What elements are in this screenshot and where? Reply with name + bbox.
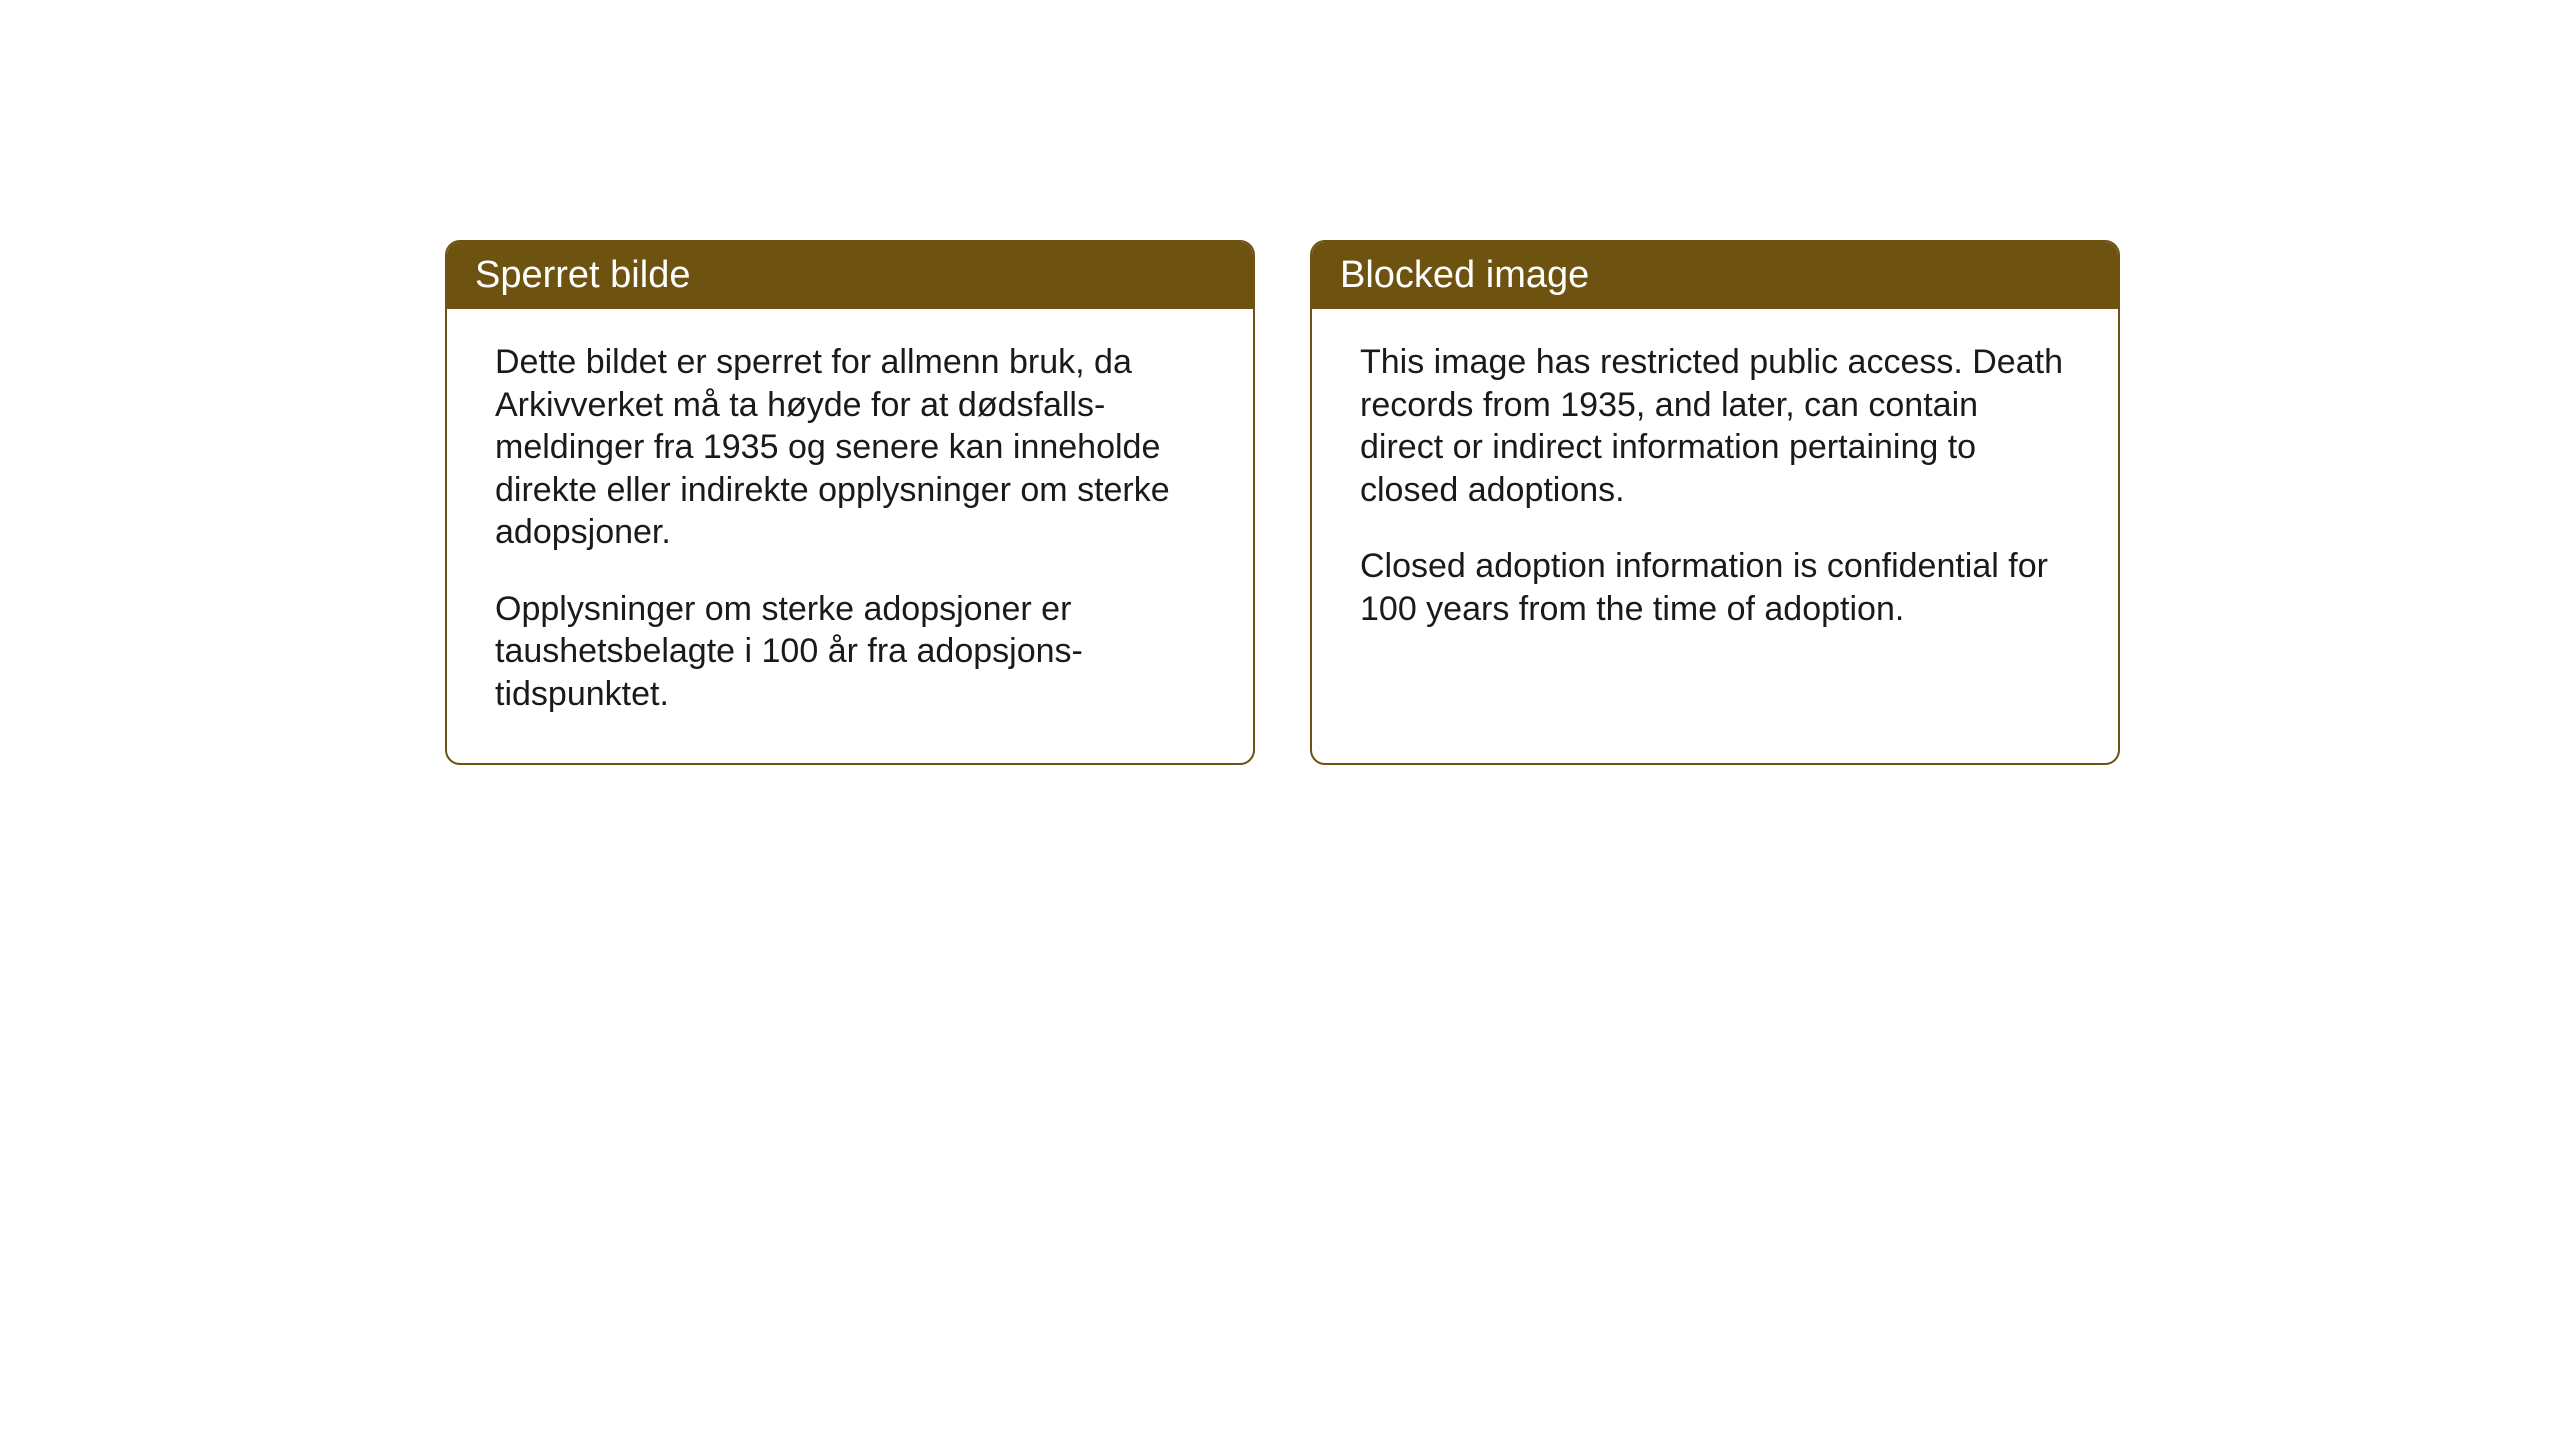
english-notice-card: Blocked image This image has restricted … bbox=[1310, 240, 2120, 765]
norwegian-paragraph-1: Dette bildet er sperret for allmenn bruk… bbox=[495, 341, 1205, 554]
english-card-title: Blocked image bbox=[1312, 242, 2118, 309]
norwegian-card-body: Dette bildet er sperret for allmenn bruk… bbox=[447, 309, 1253, 763]
english-paragraph-1: This image has restricted public access.… bbox=[1360, 341, 2070, 511]
norwegian-card-title: Sperret bilde bbox=[447, 242, 1253, 309]
norwegian-paragraph-2: Opplysninger om sterke adopsjoner er tau… bbox=[495, 588, 1205, 716]
notice-container: Sperret bilde Dette bildet er sperret fo… bbox=[445, 240, 2120, 765]
norwegian-notice-card: Sperret bilde Dette bildet er sperret fo… bbox=[445, 240, 1255, 765]
english-paragraph-2: Closed adoption information is confident… bbox=[1360, 545, 2070, 630]
english-card-body: This image has restricted public access.… bbox=[1312, 309, 2118, 678]
